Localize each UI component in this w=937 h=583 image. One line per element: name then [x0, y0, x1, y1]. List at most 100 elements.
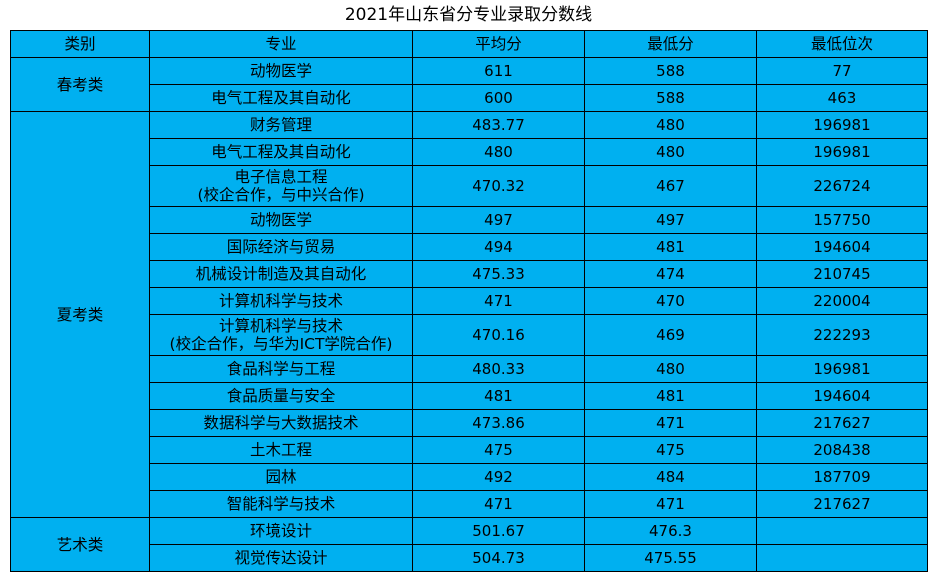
table-row: 食品科学与工程 480.33 480 196981 [11, 355, 928, 383]
header-min-score: 最低分 [584, 30, 757, 58]
table-row: 艺术类 环境设计 501.67 476.3 [10, 517, 928, 572]
major-cell: 食品科学与工程 [149, 355, 413, 383]
average-score-cell: 471 [412, 490, 585, 518]
min-score-cell: 474 [584, 260, 757, 288]
average-score-cell: 504.73 [412, 544, 585, 572]
header-major: 专业 [149, 30, 413, 58]
min-rank-cell: 210745 [756, 260, 928, 288]
min-rank-cell: 196981 [756, 138, 928, 166]
min-score-cell: 484 [584, 463, 757, 491]
major-name-line: 电气工程及其自动化 [211, 143, 351, 161]
average-score-cell: 600 [412, 84, 585, 112]
header-row: 类别 专业 平均分 最低分 最低位次 [10, 30, 928, 58]
min-score-cell: 480 [584, 138, 757, 166]
major-cell: 动物医学 [149, 57, 413, 85]
major-cell: 食品质量与安全 [149, 382, 413, 410]
major-name-line: 机械设计制造及其自动化 [195, 265, 367, 283]
min-score-cell: 469 [584, 314, 757, 356]
average-score-cell: 492 [412, 463, 585, 491]
min-rank-cell: 194604 [756, 382, 928, 410]
average-score-cell: 471 [412, 287, 585, 315]
min-rank-cell [756, 517, 928, 545]
major-name-line: 环境设计 [249, 522, 312, 540]
min-rank-cell: 208438 [756, 436, 928, 464]
admission-scores-table: 类别 专业 平均分 最低分 最低位次 春考类 动物医学 611 588 77 电气工程及其… [10, 30, 928, 572]
min-score-cell: 588 [584, 84, 757, 112]
major-name-line: 食品质量与安全 [226, 387, 336, 405]
header-min-rank: 最低位次 [756, 30, 928, 58]
major-cell: 计算机科学与技术 [149, 287, 413, 315]
major-name-line: 电子信息工程 [234, 168, 328, 186]
average-score-cell: 480 [412, 138, 585, 166]
table-row: 电气工程及其自动化 480 480 196981 [11, 138, 928, 166]
major-cell: 环境设计 [149, 517, 413, 545]
table-title: 2021年山东省分专业录取分数线 [344, 5, 593, 25]
major-name-line: 动物医学 [249, 211, 312, 229]
min-rank-cell: 220004 [756, 287, 928, 315]
table-row: 计算机科学与技术 471 470 220004 [11, 287, 928, 315]
min-score-cell: 497 [584, 206, 757, 234]
header-average-score: 平均分 [412, 30, 585, 58]
category-cell: 春考类 [10, 57, 150, 112]
major-cell: 智能科学与技术 [149, 490, 413, 518]
average-score-cell: 481 [412, 382, 585, 410]
major-name-line: 数据科学与大数据技术 [203, 414, 359, 432]
major-cell: 机械设计制造及其自动化 [149, 260, 413, 288]
major-cell: 土木工程 [149, 436, 413, 464]
major-name-line: 园林 [265, 468, 297, 486]
min-score-cell: 480 [584, 355, 757, 383]
average-score-cell: 497 [412, 206, 585, 234]
min-rank-cell: 157750 [756, 206, 928, 234]
min-rank-cell [756, 544, 928, 572]
min-score-cell: 471 [584, 490, 757, 518]
major-name-line: 国际经济与贸易 [226, 238, 336, 256]
average-score-cell: 473.86 [412, 409, 585, 437]
major-cell: 财务管理 [149, 111, 413, 139]
table-row: 国际经济与贸易 494 481 194604 [11, 233, 928, 261]
min-score-cell: 476.3 [584, 517, 757, 545]
average-score-cell: 480.33 [412, 355, 585, 383]
average-score-cell: 475 [412, 436, 585, 464]
major-cell: 国际经济与贸易 [149, 233, 413, 261]
table-row: 电气工程及其自动化 600 588 463 [11, 84, 928, 112]
major-cell: 电气工程及其自动化 [149, 84, 413, 112]
header-category: 类别 [10, 30, 150, 58]
min-score-cell: 475.55 [584, 544, 757, 572]
min-rank-cell: 77 [756, 57, 928, 85]
min-score-cell: 470 [584, 287, 757, 315]
major-cell: 电子信息工程 (校企合作，与中兴合作) [149, 165, 413, 207]
average-score-cell: 494 [412, 233, 585, 261]
table-row: 视觉传达设计 504.73 475.55 [11, 544, 928, 572]
table-row: 机械设计制造及其自动化 475.33 474 210745 [11, 260, 928, 288]
min-rank-cell: 196981 [756, 111, 928, 139]
min-score-cell: 471 [584, 409, 757, 437]
table-row: 夏考类 财务管理 483.77 480 196981 [10, 111, 928, 518]
min-rank-cell: 226724 [756, 165, 928, 207]
min-score-cell: 480 [584, 111, 757, 139]
category-cell: 艺术类 [10, 517, 150, 572]
major-name-line: 财务管理 [249, 116, 312, 134]
major-name-line: 视觉传达设计 [234, 549, 328, 567]
min-score-cell: 481 [584, 233, 757, 261]
table-row: 电子信息工程 (校企合作，与中兴合作) 470.32 467 226724 [11, 165, 928, 207]
min-rank-cell: 463 [756, 84, 928, 112]
major-name-line: 电气工程及其自动化 [211, 89, 351, 107]
min-rank-cell: 217627 [756, 490, 928, 518]
major-cell: 计算机科学与技术 (校企合作，与华为ICT学院合作) [149, 314, 413, 356]
average-score-cell: 475.33 [412, 260, 585, 288]
table-row: 园林 492 484 187709 [11, 463, 928, 491]
major-cell: 电气工程及其自动化 [149, 138, 413, 166]
min-score-cell: 588 [584, 57, 757, 85]
min-score-cell: 475 [584, 436, 757, 464]
table-row: 计算机科学与技术 (校企合作，与华为ICT学院合作) 470.16 469 222293 [11, 314, 928, 356]
average-score-cell: 470.16 [412, 314, 585, 356]
category-cell: 夏考类 [10, 111, 150, 518]
major-name-line: 智能科学与技术 [226, 495, 336, 513]
major-name-line: (校企合作，与华为ICT学院合作) [169, 335, 393, 353]
table-row: 食品质量与安全 481 481 194604 [11, 382, 928, 410]
major-cell: 动物医学 [149, 206, 413, 234]
average-score-cell: 501.67 [412, 517, 585, 545]
major-cell: 园林 [149, 463, 413, 491]
major-name-line: (校企合作，与中兴合作) [197, 186, 365, 204]
major-name-line: 土木工程 [249, 441, 312, 459]
